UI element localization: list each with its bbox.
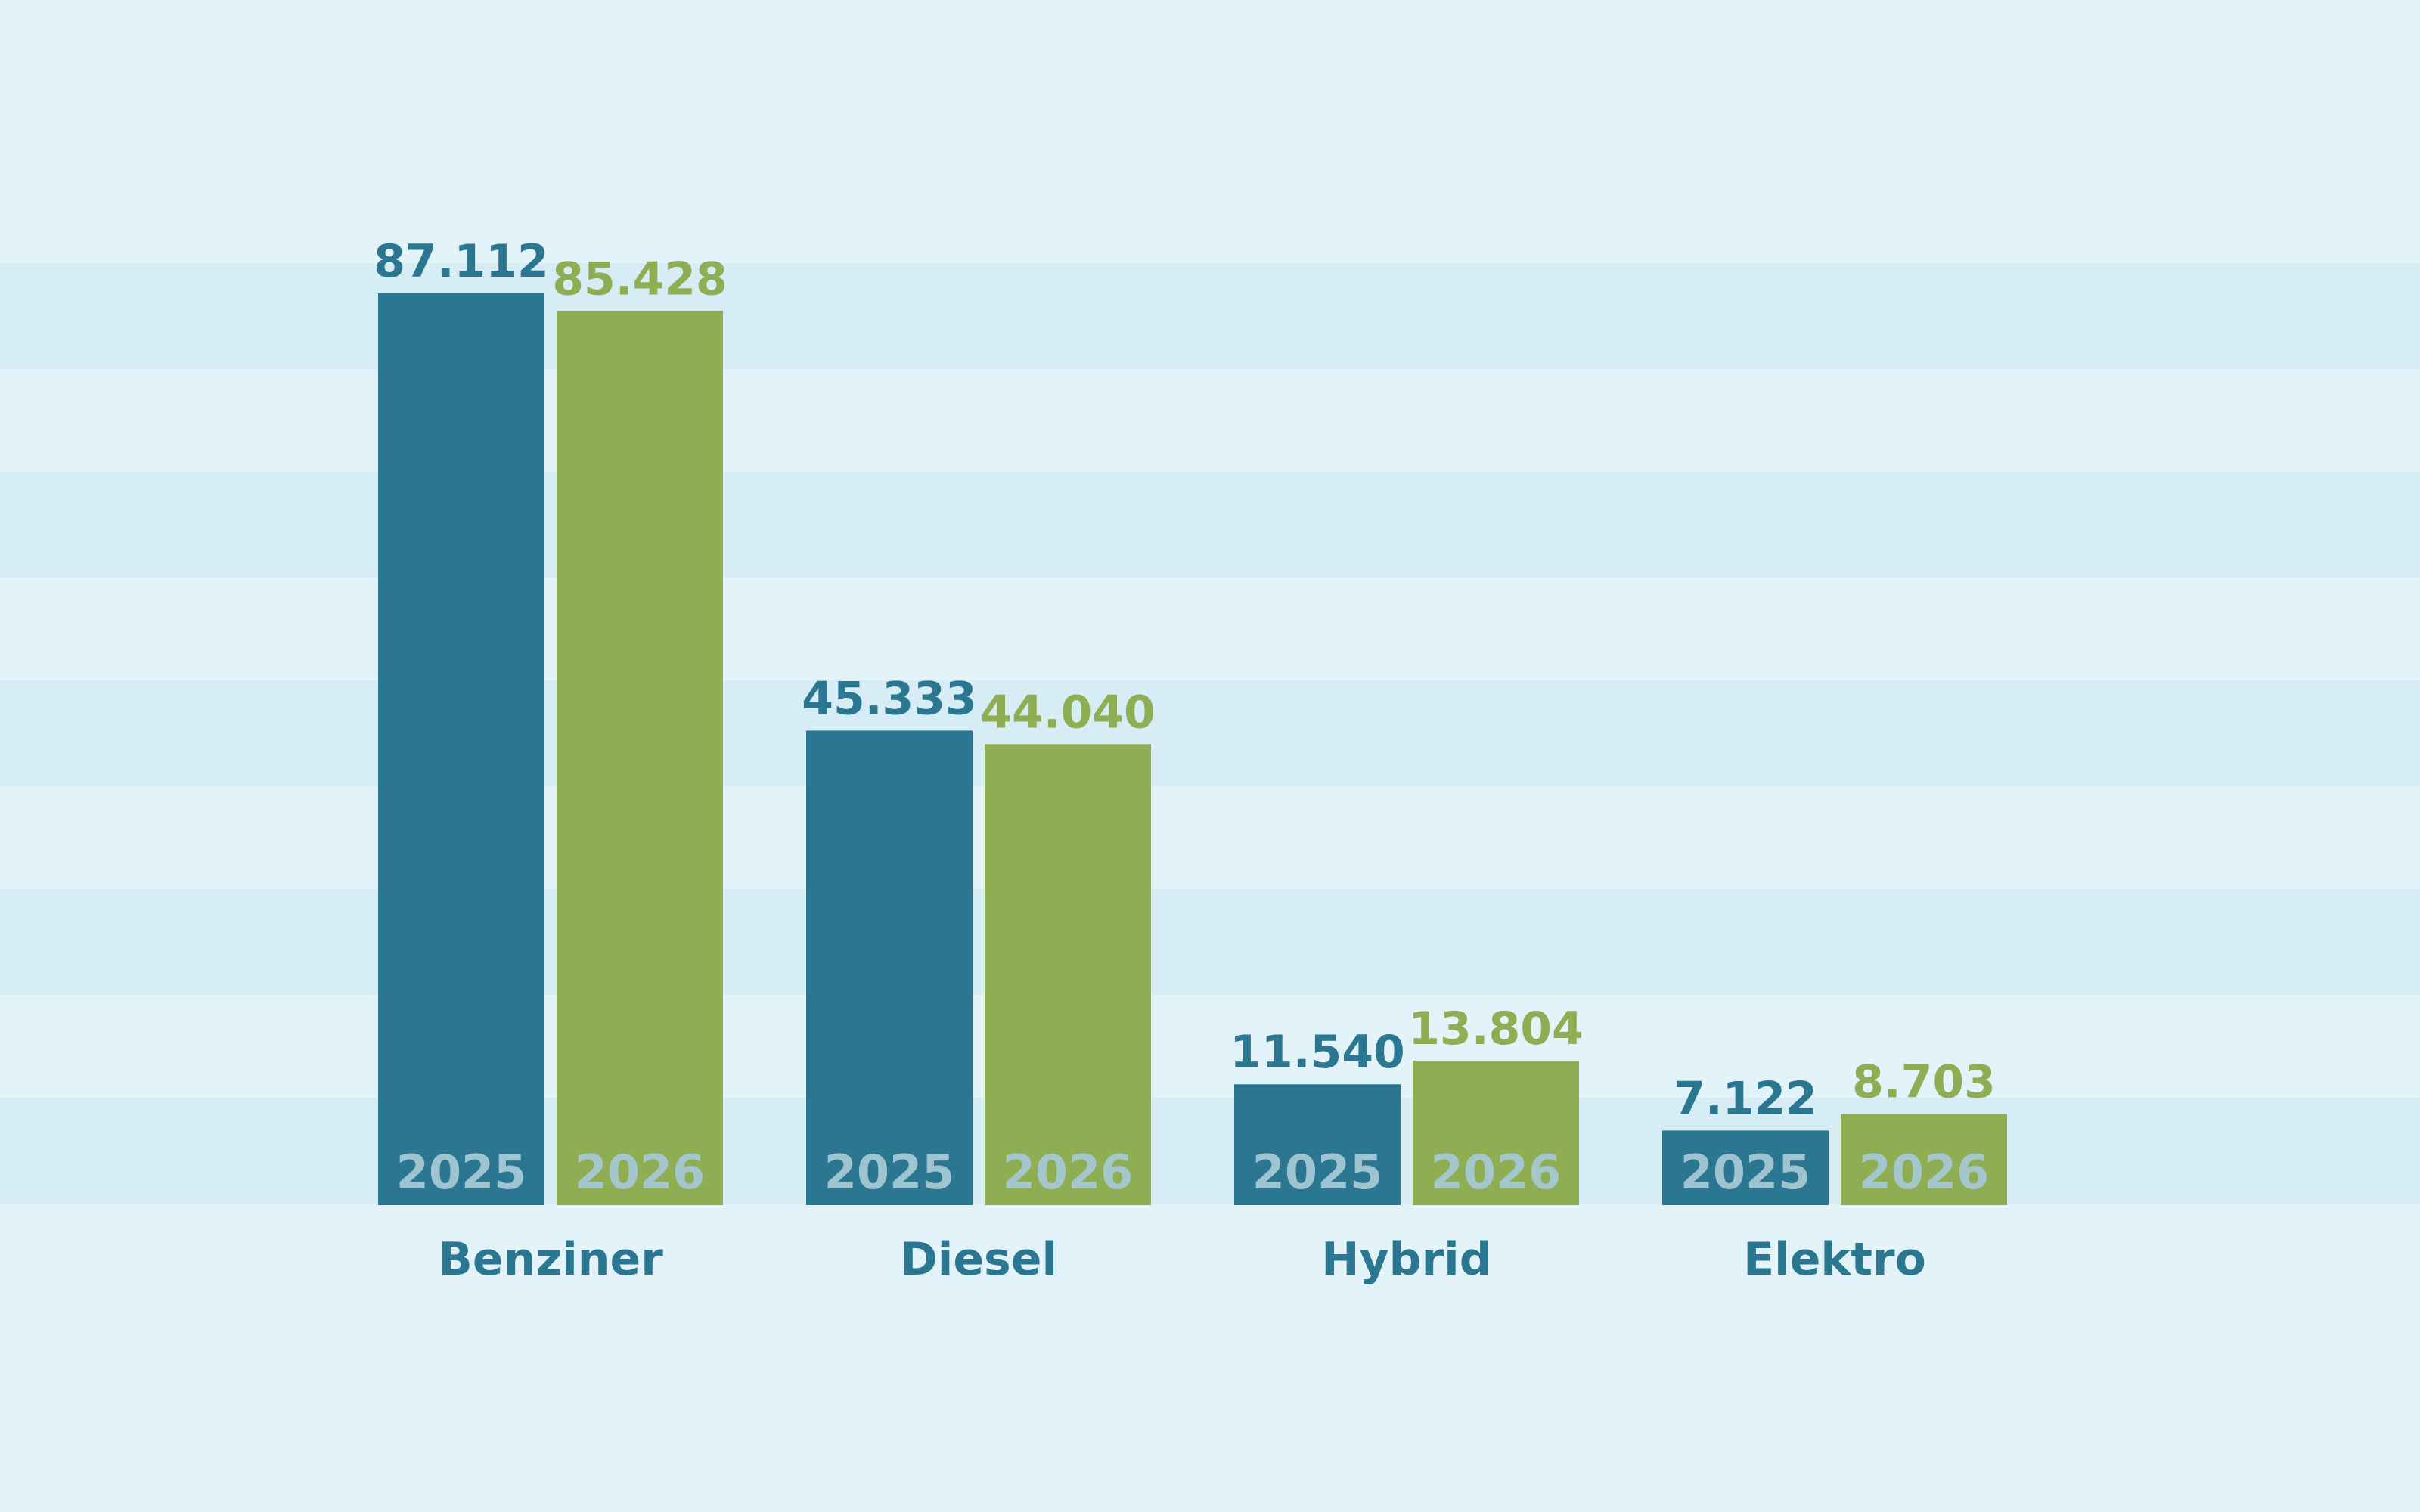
background-band bbox=[0, 680, 2420, 786]
bar-benziner-2026 bbox=[557, 311, 723, 1205]
background-band bbox=[0, 889, 2420, 995]
background-band bbox=[0, 1098, 2420, 1204]
bar-group-elektro: 7.122 2025 8.703 2026 Elektro bbox=[1662, 1056, 2007, 1286]
bar-group-benziner: 87.112 2025 85.428 2026 Benziner bbox=[374, 235, 728, 1286]
bar-diesel-2025 bbox=[806, 730, 973, 1205]
bar-hybrid-2026 bbox=[1413, 1060, 1579, 1205]
year-label-benziner-2026: 2026 bbox=[575, 1145, 706, 1200]
year-label-benziner-2025: 2025 bbox=[396, 1145, 527, 1200]
bar-benziner-2025 bbox=[378, 293, 544, 1205]
year-label-elektro-2025: 2025 bbox=[1680, 1145, 1811, 1200]
year-label-hybrid-2026: 2026 bbox=[1431, 1145, 1562, 1200]
bar-group-hybrid: 11.540 2025 13.804 2026 Hybrid bbox=[1230, 1002, 1584, 1286]
category-label-hybrid: Hybrid bbox=[1321, 1233, 1491, 1286]
category-label-diesel: Diesel bbox=[900, 1233, 1057, 1286]
year-label-hybrid-2025: 2025 bbox=[1252, 1145, 1383, 1200]
bar-group-diesel: 45.333 2025 44.040 2026 Diesel bbox=[802, 672, 1156, 1286]
bar-elektro-2026 bbox=[1841, 1114, 2007, 1205]
background-band bbox=[0, 263, 2420, 369]
category-label-benziner: Benziner bbox=[438, 1233, 663, 1286]
bar-hybrid-2025 bbox=[1234, 1084, 1401, 1205]
value-label-elektro-2026: 8.703 bbox=[1852, 1056, 1996, 1109]
value-label-elektro-2025: 7.122 bbox=[1674, 1072, 1817, 1125]
value-label-hybrid-2026: 13.804 bbox=[1408, 1002, 1584, 1055]
year-label-diesel-2025: 2025 bbox=[824, 1145, 955, 1200]
background-band bbox=[0, 472, 2420, 578]
bar-groups: 87.112 2025 85.428 2026 Benziner 45.333 2025 44… bbox=[374, 235, 2007, 1286]
value-label-diesel-2025: 45.333 bbox=[802, 672, 977, 725]
year-label-elektro-2026: 2026 bbox=[1859, 1145, 1990, 1200]
value-label-diesel-2026: 44.040 bbox=[980, 686, 1156, 739]
category-label-elektro: Elektro bbox=[1743, 1233, 1926, 1286]
bar-elektro-2025 bbox=[1662, 1130, 1829, 1205]
value-label-benziner-2025: 87.112 bbox=[374, 235, 549, 288]
year-label-diesel-2026: 2026 bbox=[1003, 1145, 1134, 1200]
value-label-hybrid-2025: 11.540 bbox=[1230, 1026, 1405, 1079]
bar-diesel-2026 bbox=[985, 744, 1151, 1205]
value-label-benziner-2026: 85.428 bbox=[552, 253, 728, 305]
